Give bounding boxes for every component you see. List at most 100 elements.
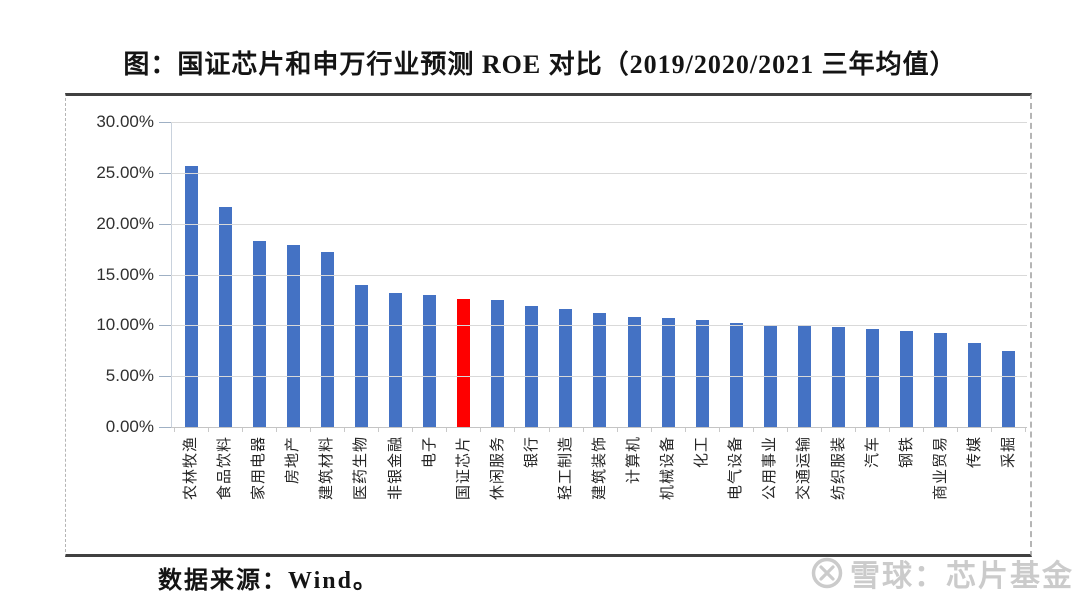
x-axis-label: 房地产 [284,436,302,485]
bar-slot [924,122,958,427]
x-label-cell: 建筑装饰 [583,435,617,547]
chart-bar [423,295,437,427]
chart-bar [286,245,300,427]
y-axis-label: 30.00% [96,112,154,131]
x-label-cell: 国证芯片 [447,435,481,547]
x-label-cell: 家用电器 [242,435,276,547]
gridline-30 [171,122,1027,123]
x-axis-label: 国证芯片 [454,436,472,501]
x-axis-tick [209,427,244,432]
x-label-cell: 休闲服务 [481,435,515,547]
x-axis-tick [992,427,1027,432]
x-label-cell: 公用事业 [753,435,787,547]
bar-slot [208,122,242,427]
x-axis-label: 电气设备 [727,436,745,501]
x-axis-ticks [174,427,1027,432]
x-axis-label: 农林牧渔 [182,436,200,501]
x-axis-label: 化工 [693,436,711,469]
bar-slot [378,122,412,427]
x-label-cell: 轻工制造 [549,435,583,547]
x-label-cell: 房地产 [276,435,310,547]
x-axis-tick [584,427,618,432]
x-axis-label: 采掘 [999,436,1017,469]
x-label-cell: 汽车 [856,435,890,547]
chart-bar [729,323,743,427]
bar-slot [890,122,924,427]
x-label-cell: 交通运输 [787,435,821,547]
x-label-cell: 电子 [413,435,447,547]
x-axis-tick [890,427,925,432]
x-axis-tick [720,427,754,432]
bar-slot [310,122,344,427]
x-axis-tick [686,427,720,432]
x-label-cell: 采掘 [992,435,1026,547]
x-label-cell: 传媒 [958,435,992,547]
chart-bar [627,317,641,427]
x-label-cell: 农林牧渔 [174,435,208,547]
bar-slot [549,122,583,427]
x-label-cell: 机械设备 [651,435,685,547]
y-axis-label: 10.00% [96,315,154,334]
bar-slot [242,122,276,427]
x-axis-label: 传媒 [965,436,983,469]
x-axis-tick [788,427,822,432]
x-label-cell: 电气设备 [719,435,753,547]
gridline-0 [171,427,1027,428]
bar-slot [856,122,890,427]
chart-bar [695,320,709,427]
x-axis-label: 商业贸易 [931,436,949,501]
x-axis-tick [311,427,346,432]
y-axis-label: 15.00% [96,265,154,284]
bars-container [174,122,1026,427]
bar-slot [481,122,515,427]
bar-slot [992,122,1026,427]
chart-bar [661,318,675,427]
bar-slot [719,122,753,427]
x-axis-tick [754,427,788,432]
y-axis-tick [159,173,171,174]
gridline-20 [171,224,1027,225]
chart-bar [866,329,880,427]
y-axis-label: 5.00% [105,366,154,385]
gridline-15 [171,275,1027,276]
watermark-text: 雪球：芯片基金 [850,560,1074,593]
x-axis-label: 休闲服务 [488,436,506,501]
bar-slot [413,122,447,427]
x-axis-tick [856,427,890,432]
x-axis-label: 建筑装饰 [590,436,608,501]
x-axis-label: 交通运输 [795,436,813,501]
x-axis-label: 轻工制造 [556,436,574,501]
y-axis-label: 20.00% [96,214,154,233]
x-axis-label: 计算机 [625,436,643,485]
watermark: 雪球：芯片基金 [811,551,1074,595]
x-axis-tick [481,427,516,432]
chart-figure: 农林牧渔 食品饮料 家用电器 房地产 建筑材料 医药生物 非银金融 电子 国证芯片 休闲服务 银行轻… [65,93,1032,557]
x-label-cell: 食品饮料 [208,435,242,547]
chart-bar [900,331,914,427]
x-axis-tick [958,427,993,432]
gridline-25 [171,173,1027,174]
y-axis-tick [159,122,171,123]
x-label-cell: 银行 [515,435,549,547]
source-note: 数据来源：Wind。 [158,568,379,594]
x-axis-tick [550,427,584,432]
y-axis-tick [159,427,171,428]
x-label-cell: 化工 [685,435,719,547]
bar-slot [344,122,378,427]
x-axis-tick [652,427,686,432]
chart-bar [354,285,368,427]
y-axis-tick [159,325,171,326]
chart-bar [320,252,334,427]
x-axis-labels: 农林牧渔 食品饮料 家用电器 房地产 建筑材料 医药生物 非银金融 电子 国证芯片 休闲服务 银行轻… [174,435,1026,547]
x-axis-tick [447,427,482,432]
x-label-cell: 建筑材料 [310,435,344,547]
chart-bar [559,309,573,427]
chart-bar [968,343,982,427]
x-axis-tick [413,427,448,432]
x-axis-tick [515,427,550,432]
chart-bar [593,313,607,427]
x-axis-label: 食品饮料 [216,436,234,501]
bar-slot [174,122,208,427]
chart-bar [184,166,198,427]
chart-bar [252,241,266,427]
